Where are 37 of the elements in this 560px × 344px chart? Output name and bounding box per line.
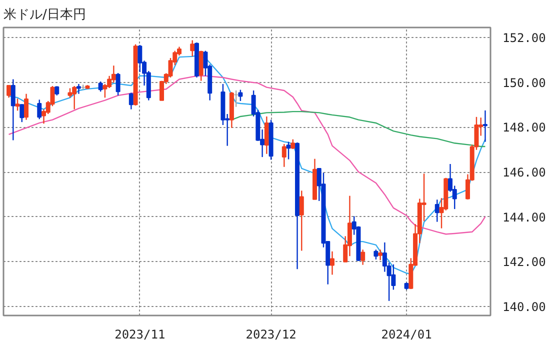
x-tick-label: 2023/11: [114, 328, 166, 342]
candlestick: [264, 116, 269, 155]
x-tick-label: 2024/01: [381, 328, 432, 342]
candlestick: [330, 250, 334, 276]
candlestick: [76, 83, 81, 94]
candlestick: [54, 86, 60, 96]
candlestick: [24, 93, 29, 120]
y-tick-label: 148.00: [502, 120, 546, 135]
candlestick: [378, 249, 383, 261]
x-tick-label: 2023/12: [246, 328, 296, 342]
y-tick-label: 150.00: [502, 76, 546, 90]
y-tick-label: 152.00: [502, 31, 546, 46]
candlestick: [238, 89, 243, 102]
candlestick: [15, 98, 20, 112]
candlestick: [37, 99, 42, 120]
candlestick: [299, 190, 304, 252]
candlestick: [282, 143, 286, 168]
candlestick: [190, 40, 195, 58]
candlestick: [20, 104, 24, 123]
candlestick: [98, 80, 103, 92]
y-tick-label: 144.00: [502, 210, 546, 224]
candlestick: [290, 138, 296, 150]
candlestick: [286, 141, 291, 160]
y-tick-label: 142.00: [502, 255, 546, 270]
candlestick: [360, 249, 366, 266]
candlestick: [198, 50, 204, 82]
line-series: [8, 75, 486, 235]
candlestick: [482, 110, 488, 142]
chart-title: 米ドル/日本円: [4, 8, 86, 22]
candlestick: [374, 249, 378, 260]
y-tick-label: 146.00: [502, 166, 546, 180]
candlestick: [10, 78, 16, 141]
candlestick: [116, 72, 120, 96]
candlestick: [6, 84, 12, 98]
y-tick-label: 140.00: [502, 300, 546, 314]
candlestick: [434, 199, 440, 222]
candlestick: [128, 92, 134, 110]
